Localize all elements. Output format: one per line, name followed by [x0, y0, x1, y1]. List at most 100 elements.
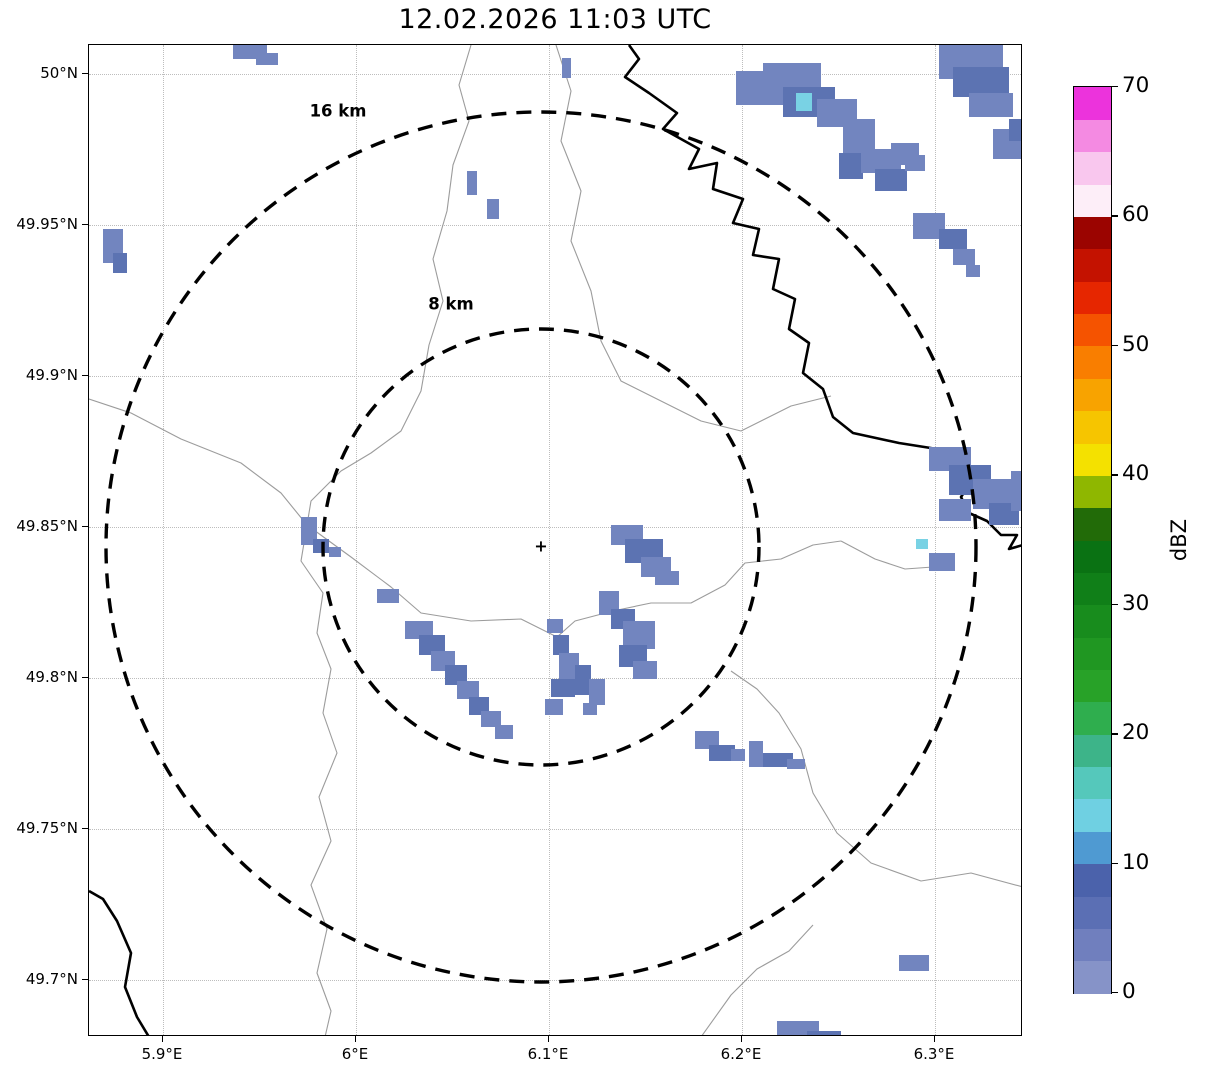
- radar-echo-cell: [953, 67, 1009, 97]
- radar-echo-cell: [623, 621, 655, 649]
- radar-echo-cell: [113, 253, 127, 273]
- colorbar-segment: [1074, 345, 1111, 379]
- border-line-thin: [305, 45, 472, 532]
- colorbar-segment: [1074, 281, 1111, 315]
- radar-echo-cell: [481, 711, 501, 727]
- radar-echo-cell: [633, 661, 657, 679]
- y-tick-mark: [82, 677, 88, 679]
- border-line-thin: [701, 924, 814, 1035]
- x-tick-mark: [934, 1036, 936, 1042]
- colorbar-tick-label: 60: [1122, 202, 1150, 228]
- y-tick-label: 49.9°N: [25, 366, 78, 384]
- colorbar-tick-mark: [1112, 474, 1118, 476]
- x-tick-label: 6.2°E: [720, 1045, 762, 1063]
- colorbar-segment: [1074, 734, 1111, 768]
- colorbar-segment: [1074, 248, 1111, 282]
- radar-echo-cell: [457, 681, 479, 699]
- colorbar-tick-label: 0: [1122, 979, 1136, 1004]
- radar-echo-cell: [545, 699, 563, 715]
- colorbar-tick-mark: [1112, 992, 1118, 994]
- radar-echo-cell: [547, 619, 563, 633]
- radar-echo-cell: [905, 155, 925, 171]
- y-tick-label: 49.8°N: [25, 668, 78, 686]
- colorbar-segment: [1074, 119, 1111, 153]
- radar-echo-cell: [1009, 119, 1021, 141]
- radar-echo-cell: [916, 539, 928, 549]
- radar-echo-cell: [495, 725, 513, 739]
- range-circle-label: 16 km: [309, 101, 367, 121]
- y-tick-mark: [82, 526, 88, 528]
- colorbar-segment: [1074, 410, 1111, 444]
- range-circle-16-km: [104, 110, 978, 984]
- radar-echo-cell: [796, 93, 812, 111]
- range-circle-label: 8 km: [428, 294, 474, 314]
- y-tick-mark: [82, 73, 88, 75]
- y-tick-label: 49.95°N: [16, 215, 78, 233]
- radar-echo-cell: [562, 58, 571, 78]
- colorbar-segment: [1074, 928, 1111, 962]
- grid-layer: [89, 45, 1021, 1035]
- radar-echo-cell: [589, 679, 605, 705]
- colorbar-tick-mark: [1112, 862, 1118, 864]
- colorbar-segment: [1074, 701, 1111, 735]
- radar-echo-cell: [487, 199, 499, 219]
- y-tick-mark: [82, 979, 88, 981]
- y-tick-label: 49.75°N: [16, 819, 78, 837]
- radar-echo-cell: [551, 679, 575, 697]
- colorbar-segment: [1074, 507, 1111, 541]
- y-grid-line: [89, 980, 1021, 981]
- border-line-thin: [306, 524, 842, 638]
- colorbar-segment: [1074, 798, 1111, 832]
- plot-title: 12.02.2026 11:03 UTC: [398, 4, 712, 35]
- colorbar-tick-label: 30: [1122, 590, 1150, 616]
- border-line-thin: [555, 45, 832, 432]
- colorbar-segment: [1074, 637, 1111, 671]
- x-grid-line: [742, 45, 743, 1035]
- radar-echo-cell: [749, 741, 763, 767]
- y-grid-line: [89, 829, 1021, 830]
- y-tick-label: 49.85°N: [16, 517, 78, 535]
- x-tick-label: 6.1°E: [527, 1045, 569, 1063]
- x-tick-mark: [741, 1036, 743, 1042]
- range-circles-layer: [104, 110, 978, 984]
- y-grid-line: [89, 74, 1021, 75]
- border-line-thin: [840, 540, 934, 570]
- colorbar-tick-label: 40: [1122, 461, 1150, 487]
- radar-echo-cell: [969, 93, 1013, 117]
- radar-echo-cell: [377, 589, 399, 603]
- annotation-layer: 16 km 8 km +: [89, 45, 1021, 1035]
- colorbar-segment: [1074, 184, 1111, 218]
- border-line-thin: [730, 670, 1021, 888]
- radar-echo-cell: [953, 249, 975, 265]
- radar-echo-cell: [467, 171, 477, 195]
- colorbar-tick-mark: [1112, 215, 1118, 217]
- map-plot-area: 16 km 8 km +: [88, 44, 1022, 1036]
- x-tick-label: 5.9°E: [141, 1045, 183, 1063]
- y-tick-mark: [82, 224, 88, 226]
- colorbar: [1073, 86, 1112, 994]
- radar-echo-cell: [939, 229, 967, 249]
- colorbar-segment: [1074, 669, 1111, 703]
- colorbar-segment: [1074, 540, 1111, 573]
- y-tick-mark: [82, 828, 88, 830]
- y-grid-line: [89, 225, 1021, 226]
- y-tick-mark: [82, 375, 88, 377]
- radar-echo-cell: [899, 955, 929, 971]
- colorbar-tick-mark: [1112, 733, 1118, 735]
- radar-echo-cell: [583, 703, 597, 715]
- x-tick-label: 6.3°E: [913, 1045, 955, 1063]
- radar-echo-cell: [763, 753, 793, 767]
- colorbar-tick-label: 70: [1122, 73, 1150, 98]
- colorbar-axis-label: dBZ: [1167, 518, 1191, 562]
- radar-echo-cell: [731, 749, 745, 761]
- radar-echo-cell: [329, 547, 341, 557]
- colorbar-segment: [1074, 766, 1111, 800]
- x-grid-line: [356, 45, 357, 1035]
- radar-echo-cell: [875, 169, 907, 191]
- colorbar-tick-mark: [1112, 86, 1118, 88]
- colorbar-segment: [1074, 863, 1111, 897]
- colorbar-tick-label: 20: [1122, 720, 1150, 746]
- radar-echo-cell: [313, 539, 329, 553]
- radar-echo-cell: [787, 759, 805, 769]
- x-tick-label: 6°E: [341, 1045, 369, 1063]
